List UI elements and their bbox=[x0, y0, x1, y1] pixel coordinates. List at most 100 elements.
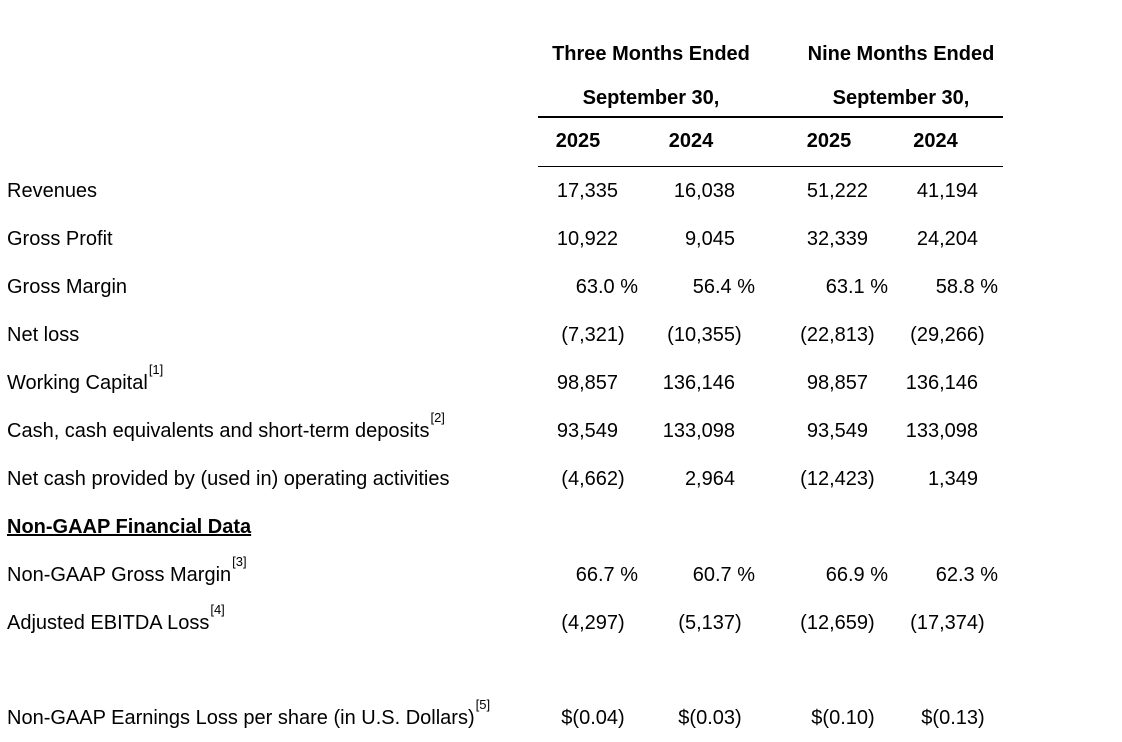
cell-number: 1,349 bbox=[927, 467, 978, 490]
table-row: Cash, cash equivalents and short-term de… bbox=[0, 407, 1122, 455]
table-row: Gross Profit 10,922 9,045 32,339 24,204 bbox=[0, 215, 1122, 263]
table-row: Non-GAAP Earnings Loss per share (in U.S… bbox=[0, 694, 1122, 742]
cell-value: 63.0 % bbox=[538, 276, 638, 299]
cell-value: (12,423) bbox=[790, 468, 888, 491]
row-label-text: Cash, cash equivalents and short-term de… bbox=[7, 419, 430, 442]
cell-number: 62.3 bbox=[935, 563, 975, 586]
row-label: Adjusted EBITDA Loss[4] bbox=[0, 603, 538, 635]
cell-value: 93,549 bbox=[790, 420, 888, 443]
cell-number: $(0.04 bbox=[561, 706, 618, 729]
cell-value: (17,374) bbox=[893, 612, 998, 635]
cell-value: 32,339 bbox=[790, 228, 888, 251]
table-body: Revenues 17,335 16,038 51,222 41,194 Gross Pr… bbox=[0, 167, 1122, 742]
cell-number: 9,045 bbox=[684, 227, 735, 250]
cell-number: 16,038 bbox=[673, 179, 735, 202]
cell-value: (22,813) bbox=[790, 324, 888, 347]
cell-value: 60.7 % bbox=[647, 564, 755, 587]
cell-number: (17,374 bbox=[910, 611, 978, 634]
cell-number: 51,222 bbox=[806, 179, 868, 202]
header-divider-top bbox=[538, 116, 1003, 118]
row-label: Revenues bbox=[0, 180, 538, 203]
row-label: Non-GAAP Financial Data bbox=[0, 516, 538, 539]
footnote-marker: [2] bbox=[430, 409, 445, 425]
cell-number: $(0.10 bbox=[811, 706, 868, 729]
cell-suffix: ) bbox=[978, 706, 985, 729]
cell-value: 133,098 bbox=[893, 420, 998, 443]
cell-value: $(0.13) bbox=[893, 707, 998, 730]
cell-value: (10,355) bbox=[647, 324, 755, 347]
cell-number: (4,662 bbox=[561, 467, 618, 490]
cell-number: (5,137 bbox=[678, 611, 735, 634]
column-group-three-months: Three Months Ended September 30, bbox=[538, 44, 755, 108]
cell-suffix: % bbox=[731, 563, 755, 586]
cell-number: 98,857 bbox=[806, 371, 868, 394]
cell-value: 17,335 bbox=[538, 180, 638, 203]
cell-number: (10,355 bbox=[667, 323, 735, 346]
table-row: Gross Margin 63.0 % 56.4 % 63.1 % 58.8 % bbox=[0, 263, 1122, 311]
cell-value: (4,297) bbox=[538, 612, 638, 635]
cell-number: (22,813 bbox=[800, 323, 868, 346]
cell-suffix: ) bbox=[978, 323, 985, 346]
year-column-header: 2025 bbox=[806, 130, 852, 152]
row-label-text: Non-GAAP Earnings Loss per share (in U.S… bbox=[7, 706, 475, 729]
cell-value: $(0.04) bbox=[538, 707, 638, 730]
cell-value: 93,549 bbox=[538, 420, 638, 443]
period-title: Nine Months Ended bbox=[807, 43, 995, 65]
cell-suffix: ) bbox=[868, 611, 875, 634]
row-label: Net loss bbox=[0, 324, 538, 347]
header-divider-bottom bbox=[538, 165, 1003, 167]
cell-value: 66.7 % bbox=[538, 564, 638, 587]
cell-suffix: % bbox=[864, 275, 888, 298]
cell-number: 41,194 bbox=[916, 179, 978, 202]
row-label-text: Net loss bbox=[7, 323, 80, 346]
cell-number: $(0.03 bbox=[678, 706, 735, 729]
cell-number: 32,339 bbox=[806, 227, 868, 250]
row-label-text: Working Capital bbox=[7, 371, 148, 394]
cell-value: $(0.10) bbox=[790, 707, 888, 730]
cell-suffix: ) bbox=[735, 323, 742, 346]
cell-number: 17,335 bbox=[556, 179, 618, 202]
footnote-marker: [5] bbox=[475, 696, 491, 712]
row-label-text: Gross Profit bbox=[7, 227, 113, 250]
cell-value: 56.4 % bbox=[647, 276, 755, 299]
row-label-text: Non-GAAP Financial Data bbox=[7, 515, 252, 538]
row-label: Net cash provided by (used in) operating… bbox=[0, 468, 538, 491]
cell-value: (4,662) bbox=[538, 468, 638, 491]
cell-number: (29,266 bbox=[910, 323, 978, 346]
cell-number: 93,549 bbox=[556, 419, 618, 442]
table-row: Net loss (7,321) (10,355) (22,813) (29,266) bbox=[0, 311, 1122, 359]
cell-number: 66.7 bbox=[575, 563, 615, 586]
cell-number: 93,549 bbox=[806, 419, 868, 442]
cell-value: 136,146 bbox=[647, 372, 755, 395]
cell-number: 133,098 bbox=[662, 419, 735, 442]
year-column-header: 2024 bbox=[913, 130, 958, 152]
cell-suffix: ) bbox=[618, 467, 625, 490]
cell-value: 1,349 bbox=[893, 468, 998, 491]
cell-value: (7,321) bbox=[538, 324, 638, 347]
cell-suffix: ) bbox=[978, 611, 985, 634]
cell-suffix: % bbox=[731, 275, 755, 298]
cell-suffix: % bbox=[974, 563, 998, 586]
cell-value: 41,194 bbox=[893, 180, 998, 203]
cell-value: 133,098 bbox=[647, 420, 755, 443]
cell-value: 9,045 bbox=[647, 228, 755, 251]
cell-number: 98,857 bbox=[556, 371, 618, 394]
year-column-header: 2025 bbox=[555, 130, 601, 152]
row-label-text: Non-GAAP Gross Margin bbox=[7, 563, 232, 586]
row-label: Non-GAAP Gross Margin[3] bbox=[0, 555, 538, 587]
table-row: Working Capital[1] 98,857 136,146 98,857 136… bbox=[0, 359, 1122, 407]
cell-value: 136,146 bbox=[893, 372, 998, 395]
cell-value: 63.1 % bbox=[790, 276, 888, 299]
table-row: Net cash provided by (used in) operating… bbox=[0, 455, 1122, 503]
cell-number: 63.0 bbox=[575, 275, 615, 298]
cell-number: 60.7 bbox=[692, 563, 732, 586]
row-label: Non-GAAP Earnings Loss per share (in U.S… bbox=[0, 698, 538, 730]
row-label-text: Net cash provided by (used in) operating… bbox=[7, 467, 450, 490]
row-label: Gross Profit bbox=[0, 228, 538, 251]
table-row: Revenues 17,335 16,038 51,222 41,194 bbox=[0, 167, 1122, 215]
cell-value: 10,922 bbox=[538, 228, 638, 251]
cell-number: (4,297 bbox=[561, 611, 618, 634]
cell-number: 24,204 bbox=[916, 227, 978, 250]
cell-value: 62.3 % bbox=[893, 564, 998, 587]
